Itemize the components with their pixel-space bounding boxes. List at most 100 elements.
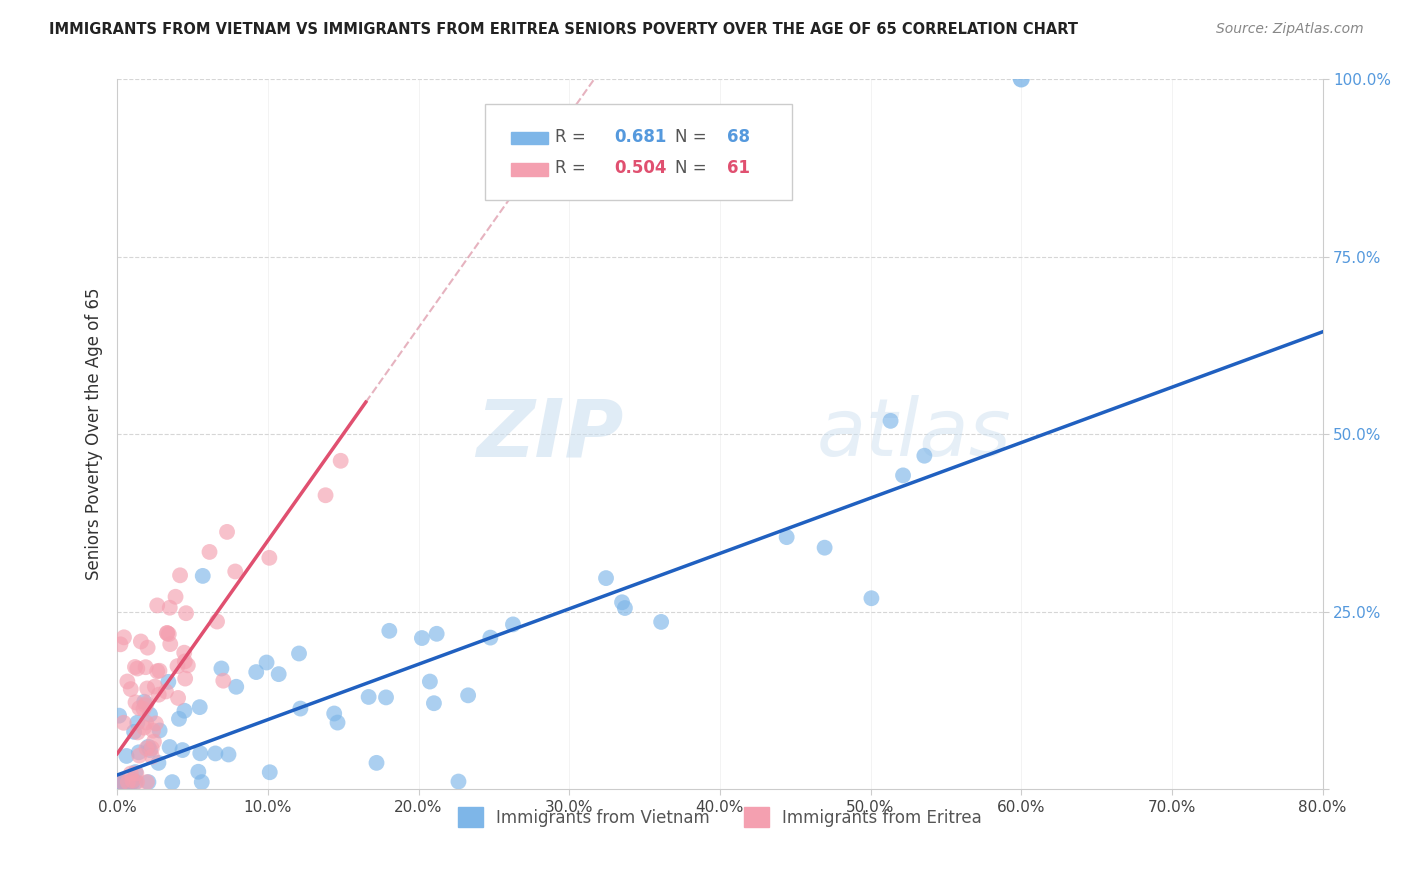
Point	[204, 747, 226, 761]
Point	[205, 615, 228, 629]
Point	[111, 775, 134, 789]
Point	[419, 674, 441, 689]
Point	[132, 721, 155, 735]
Point	[138, 775, 160, 789]
Point	[117, 775, 139, 789]
Point	[259, 765, 281, 780]
Point	[120, 775, 142, 789]
Point	[125, 775, 148, 789]
Point	[879, 414, 901, 428]
Point	[135, 697, 157, 711]
Text: ZIP: ZIP	[477, 395, 623, 473]
Point	[136, 739, 159, 754]
Point	[177, 658, 200, 673]
Point	[159, 739, 181, 754]
Point	[139, 743, 162, 757]
Text: atlas: atlas	[817, 395, 1011, 473]
Point	[167, 712, 190, 726]
Text: R =: R =	[555, 128, 591, 145]
Point	[149, 723, 172, 738]
Point	[188, 747, 211, 761]
Text: 0.504: 0.504	[614, 159, 666, 177]
Point	[135, 775, 157, 789]
Point	[124, 660, 146, 674]
FancyBboxPatch shape	[485, 103, 792, 200]
Point	[124, 775, 146, 789]
Point	[411, 631, 433, 645]
Point	[187, 764, 209, 779]
Point	[218, 747, 240, 762]
Point	[174, 606, 197, 620]
Point	[288, 647, 311, 661]
Point	[169, 568, 191, 582]
Point	[124, 695, 146, 709]
Point	[891, 468, 914, 483]
Point	[375, 690, 398, 705]
Point	[135, 660, 157, 674]
Point	[112, 775, 135, 789]
Point	[121, 772, 143, 787]
Point	[173, 655, 195, 669]
Point	[267, 667, 290, 681]
Point	[146, 599, 169, 613]
Point	[315, 488, 337, 502]
Point	[141, 741, 163, 756]
Legend: Immigrants from Vietnam, Immigrants from Eritrea: Immigrants from Vietnam, Immigrants from…	[451, 800, 988, 834]
FancyBboxPatch shape	[512, 162, 548, 176]
Point	[323, 706, 346, 721]
Point	[595, 571, 617, 585]
Point	[426, 627, 449, 641]
Point	[174, 672, 197, 686]
Text: R =: R =	[555, 159, 591, 177]
Point	[117, 674, 139, 689]
Point	[121, 775, 143, 789]
Point	[650, 615, 672, 629]
Point	[165, 590, 187, 604]
Text: 61: 61	[727, 159, 751, 177]
Point	[111, 775, 134, 789]
Point	[135, 741, 157, 756]
Point	[134, 698, 156, 713]
Point	[215, 524, 238, 539]
Point	[146, 664, 169, 678]
Text: 68: 68	[727, 128, 751, 145]
Point	[366, 756, 388, 770]
Point	[122, 724, 145, 739]
Point	[132, 702, 155, 716]
Point	[224, 565, 246, 579]
Point	[423, 696, 446, 710]
Point	[326, 715, 349, 730]
Point	[125, 766, 148, 780]
Point	[1010, 72, 1032, 87]
Text: Source: ZipAtlas.com: Source: ZipAtlas.com	[1216, 22, 1364, 37]
Point	[110, 775, 132, 789]
Point	[142, 723, 165, 738]
Point	[245, 665, 267, 679]
Text: IMMIGRANTS FROM VIETNAM VS IMMIGRANTS FROM ERITREA SENIORS POVERTY OVER THE AGE : IMMIGRANTS FROM VIETNAM VS IMMIGRANTS FR…	[49, 22, 1078, 37]
FancyBboxPatch shape	[512, 131, 548, 145]
Point	[121, 773, 143, 788]
Point	[127, 725, 149, 739]
Point	[259, 550, 281, 565]
Point	[775, 530, 797, 544]
Point	[110, 775, 132, 789]
Text: 0.681: 0.681	[614, 128, 666, 145]
Point	[143, 680, 166, 694]
Point	[120, 682, 142, 697]
Point	[128, 701, 150, 715]
Point	[112, 630, 135, 644]
Point	[148, 688, 170, 702]
Point	[124, 765, 146, 780]
Point	[128, 745, 150, 759]
Point	[290, 701, 312, 715]
Point	[173, 646, 195, 660]
Point	[155, 684, 177, 698]
Point	[129, 634, 152, 648]
Point	[329, 454, 352, 468]
Point	[136, 681, 159, 696]
Point	[139, 707, 162, 722]
Point	[135, 715, 157, 730]
Y-axis label: Seniors Poverty Over the Age of 65: Seniors Poverty Over the Age of 65	[86, 288, 103, 581]
Point	[357, 690, 380, 704]
Point	[209, 661, 232, 675]
